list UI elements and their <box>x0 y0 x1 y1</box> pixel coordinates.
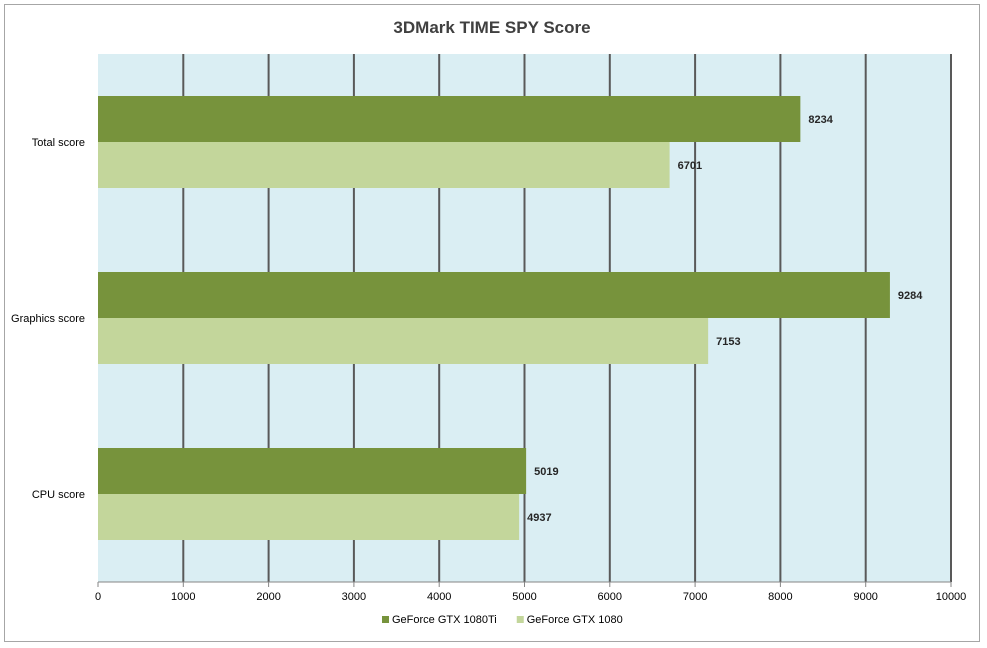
tick-label: 3000 <box>342 591 366 603</box>
legend-swatch <box>382 616 389 623</box>
tick-label: 4000 <box>427 591 451 603</box>
tick-label: 10000 <box>936 591 967 603</box>
category-label: Graphics score <box>11 313 85 325</box>
legend-label: GeForce GTX 1080 <box>527 614 623 626</box>
legend-swatch <box>516 616 524 623</box>
bar <box>98 494 520 540</box>
category-labels-group: Total score Graphics score CPU score <box>11 137 85 501</box>
tick-label: 0 <box>95 591 101 603</box>
data-label: 4937 <box>527 512 551 524</box>
bar <box>98 448 527 494</box>
bars-group <box>98 96 890 540</box>
category-label: CPU score <box>32 489 85 501</box>
tick-labels-group: 0 1000 2000 3000 4000 5000 6000 7000 8000 9000 100… <box>95 591 966 603</box>
tick-label: 5000 <box>512 591 536 603</box>
tick-label: 6000 <box>598 591 622 603</box>
tick-label: 2000 <box>256 591 280 603</box>
legend: GeForce GTX 1080Ti GeForce GTX 1080 <box>382 614 623 626</box>
tick-label: 7000 <box>683 591 707 603</box>
data-label: 7153 <box>716 336 740 348</box>
legend-label: GeForce GTX 1080Ti <box>392 614 497 626</box>
data-label: 5019 <box>534 466 558 478</box>
tick-label: 8000 <box>768 591 792 603</box>
data-label: 6701 <box>678 160 702 172</box>
data-label: 8234 <box>808 114 833 126</box>
data-labels-group: 8234 6701 9284 7153 5019 4937 <box>527 114 923 524</box>
bar <box>98 318 709 364</box>
chart-title: 3DMark TIME SPY Score <box>393 18 590 37</box>
data-label: 9284 <box>898 290 923 302</box>
bar <box>98 96 801 142</box>
bar <box>98 142 670 188</box>
category-label: Total score <box>32 137 85 149</box>
tick-label: 1000 <box>171 591 195 603</box>
bar <box>98 272 890 318</box>
tick-label: 9000 <box>853 591 877 603</box>
